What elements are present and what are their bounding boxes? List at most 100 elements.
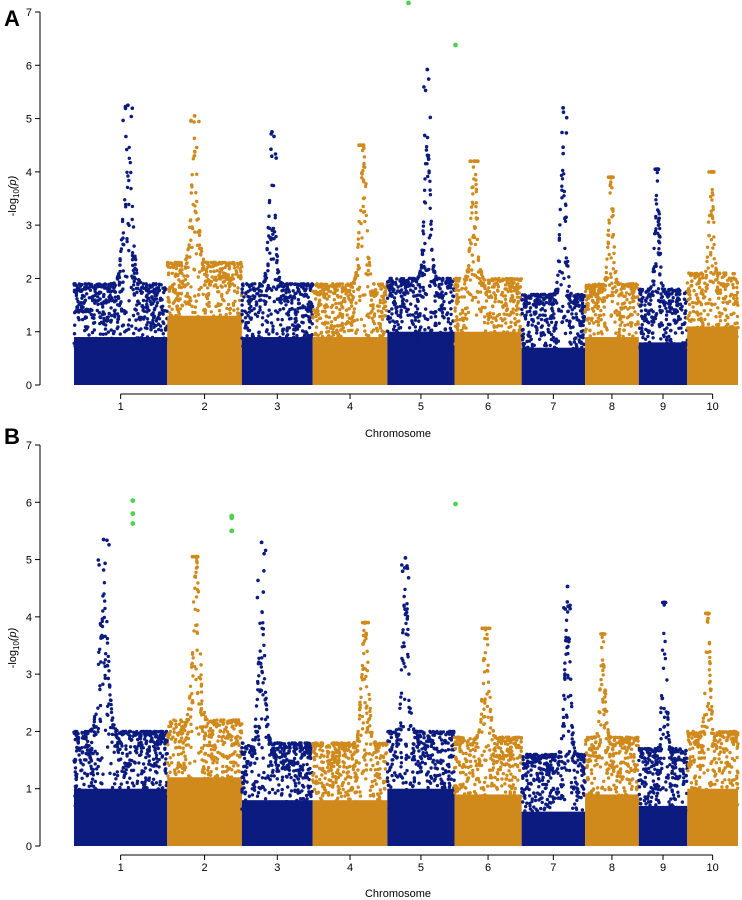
snp-point <box>235 271 239 275</box>
snp-point <box>560 320 565 324</box>
snp-point <box>569 326 573 330</box>
snp-point <box>222 740 227 745</box>
snp-point <box>388 320 392 324</box>
snp-point <box>344 308 349 312</box>
snp-point <box>200 261 205 265</box>
snp-point <box>224 313 228 317</box>
snp-point <box>221 274 226 278</box>
snp-point <box>433 314 438 319</box>
snp-point <box>676 302 680 306</box>
snp-point <box>467 249 471 254</box>
snp-point <box>377 321 381 326</box>
snp-point <box>190 729 194 734</box>
snp-point <box>388 276 392 281</box>
snp-point <box>713 342 717 346</box>
snp-point <box>564 115 569 120</box>
snp-point <box>314 297 318 301</box>
snp-point <box>640 297 644 301</box>
snp-point <box>591 289 595 294</box>
snp-point <box>387 279 391 283</box>
panel-a-y-title: -log10(p) <box>7 175 21 216</box>
snp-point <box>563 246 567 251</box>
snp-point <box>93 287 97 292</box>
snp-point <box>187 801 191 805</box>
snp-point <box>471 295 475 299</box>
snp-point <box>193 230 197 234</box>
snp-point <box>726 322 730 326</box>
snp-point <box>96 558 101 562</box>
snp-point <box>136 281 140 285</box>
snp-point <box>290 301 294 305</box>
snp-point <box>471 165 476 169</box>
snp-point <box>231 303 236 307</box>
snp-point <box>171 334 175 338</box>
snp-point <box>127 178 131 183</box>
snp-point <box>424 307 428 311</box>
snp-point <box>124 328 128 333</box>
snp-point <box>125 275 129 279</box>
snp-point <box>692 273 697 278</box>
snp-point <box>515 291 520 295</box>
snp-point <box>729 347 733 351</box>
snp-point <box>150 794 155 798</box>
snp-point <box>99 781 103 785</box>
snp-point <box>492 325 496 329</box>
snp-point <box>213 321 217 325</box>
snp-point <box>102 592 106 596</box>
snp-point <box>184 777 189 781</box>
snp-point <box>189 715 193 719</box>
snp-point <box>421 232 426 236</box>
snp-point <box>401 297 405 302</box>
snp-point <box>127 248 131 253</box>
snp-point <box>517 319 521 323</box>
snp-point <box>478 290 483 294</box>
snp-point <box>80 746 84 750</box>
snp-point <box>226 302 231 307</box>
snp-point <box>403 283 407 287</box>
snp-point <box>383 341 388 346</box>
snp-point <box>134 286 139 291</box>
snp-point <box>185 712 190 717</box>
snp-point <box>264 337 268 341</box>
snp-point <box>189 191 193 195</box>
snp-point <box>114 730 118 734</box>
snp-point <box>129 186 133 191</box>
snp-point <box>454 288 458 292</box>
snp-point <box>647 340 652 344</box>
snp-point <box>147 754 151 758</box>
snp-point <box>429 219 433 223</box>
snp-point <box>541 331 545 335</box>
snp-point <box>267 234 271 238</box>
snp-point <box>356 237 360 241</box>
snp-point <box>424 292 429 297</box>
snp-point <box>335 328 339 332</box>
snp-point <box>706 220 711 224</box>
snp-point <box>704 337 709 341</box>
snp-point <box>569 292 573 296</box>
snp-point <box>312 339 317 344</box>
snp-point <box>150 321 155 325</box>
snp-point <box>90 316 95 320</box>
snp-point <box>271 232 275 236</box>
snp-point <box>622 286 626 290</box>
snp-point <box>80 751 85 755</box>
snp-point <box>654 262 658 266</box>
snp-point <box>158 779 162 784</box>
snp-point <box>117 758 121 762</box>
snp-point <box>481 275 485 279</box>
snp-point <box>489 294 493 298</box>
snp-point <box>186 274 190 278</box>
snp-point <box>265 240 270 245</box>
snp-point <box>508 299 513 303</box>
snp-point <box>373 343 378 348</box>
snp-point <box>355 318 359 322</box>
snp-point <box>422 200 427 204</box>
snp-point <box>168 756 172 760</box>
snp-point <box>195 199 199 204</box>
snp-point <box>552 316 556 320</box>
snp-point <box>379 287 383 291</box>
snp-point <box>191 600 196 604</box>
snp-point <box>480 344 484 348</box>
snp-point <box>197 233 202 237</box>
snp-point <box>344 292 348 296</box>
